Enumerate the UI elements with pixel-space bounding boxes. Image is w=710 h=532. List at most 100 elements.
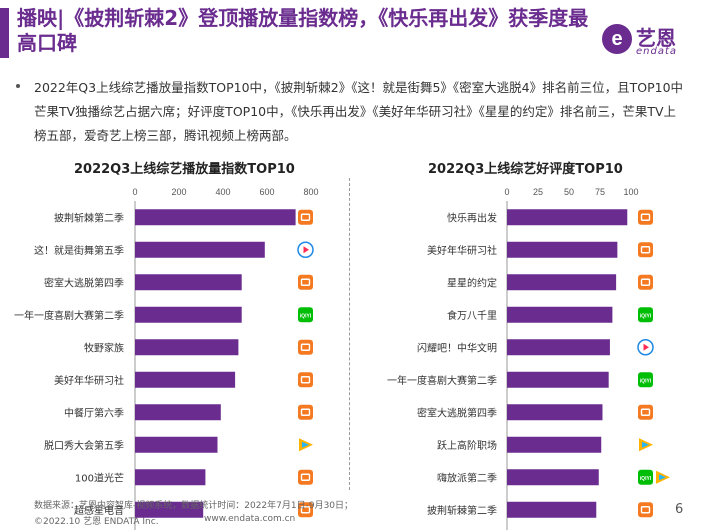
- bar-0-7: [135, 436, 218, 453]
- category-label-0-6: 中餐厅第六季: [64, 406, 124, 419]
- category-label-1-6: 密室大逃脱第四季: [417, 406, 497, 419]
- logo-mark: e: [602, 24, 632, 54]
- category-label-0-9: 超感星电音: [74, 504, 124, 517]
- tick-label-1-1: 25: [533, 187, 543, 197]
- bar-1-4: [507, 339, 610, 356]
- iqiyi-icon: [298, 307, 313, 323]
- bar-0-1: [135, 241, 265, 258]
- youku-icon-glyph: [303, 246, 309, 254]
- bar-1-0: [507, 209, 628, 226]
- mango-tv-icon: [298, 372, 313, 388]
- tick-label-1-0: 0: [504, 187, 509, 197]
- mango-tv-icon: [638, 404, 653, 420]
- category-label-1-7: 跃上高阶职场: [437, 439, 497, 452]
- bar-0-5: [135, 371, 236, 388]
- tick-label-0-1: 200: [171, 187, 186, 197]
- bar-1-3: [507, 306, 613, 323]
- mango-tv-icon: [298, 469, 313, 485]
- mango-tv-icon-glyph: [640, 213, 651, 221]
- page-number: 6: [675, 502, 684, 517]
- iqiyi-icon-label: iQIYI: [640, 313, 652, 319]
- mango-tv-icon: [638, 502, 653, 518]
- iqiyi-icon: [638, 372, 653, 388]
- iqiyi-icon-label: iQIYI: [640, 378, 652, 384]
- category-label-0-7: 脱口秀大会第五季: [44, 439, 124, 452]
- tick-label-0-0: 0: [132, 187, 137, 197]
- bar-0-2: [135, 274, 242, 291]
- tick-label-1-4: 100: [623, 187, 638, 197]
- tick-label-0-2: 400: [215, 187, 230, 197]
- bar-0-4: [135, 339, 239, 356]
- mango-tv-icon: [298, 274, 313, 290]
- logo-cn-text: 艺恩: [636, 26, 676, 50]
- category-label-1-9: 披荆斩棘第二季: [427, 504, 497, 517]
- mango-tv-icon: [298, 502, 313, 518]
- category-label-0-0: 披荆斩棘第二季: [54, 211, 124, 224]
- tick-label-1-2: 50: [564, 187, 574, 197]
- category-label-1-1: 美好年华研习社: [427, 244, 497, 257]
- category-label-0-1: 这！就是街舞第五季: [34, 244, 124, 257]
- bar-1-8: [507, 469, 599, 486]
- bar-1-6: [507, 404, 603, 421]
- iqiyi-icon-label: iQIYI: [300, 313, 312, 319]
- bar-0-0: [135, 209, 296, 226]
- footer-source: 数据来源：艺恩内容智库-视频系统，数据统计时间：2022年7月1日-9月30日；: [34, 501, 354, 511]
- iqiyi-icon-label: iQIYI: [640, 476, 652, 482]
- summary-text: 2022年Q3上线综艺播放量指数TOP10中，《披荆斩棘2》《这！就是街舞5》《…: [34, 80, 684, 143]
- endata-logo: e 艺恩 endata: [598, 14, 698, 60]
- tick-label-0-4: 800: [303, 187, 318, 197]
- mango-tv-icon-glyph: [640, 246, 651, 254]
- bar-0-6: [135, 404, 221, 421]
- mango-tv-icon-glyph: [300, 408, 311, 416]
- mango-tv-icon: [298, 339, 313, 355]
- mango-tv-icon: [638, 209, 653, 225]
- bar-1-7: [507, 436, 602, 453]
- mango-tv-icon-glyph: [300, 473, 311, 481]
- title-accent-bar: [0, 8, 9, 58]
- youku-icon-glyph: [643, 343, 649, 351]
- category-label-0-8: 100道光芒: [75, 471, 124, 484]
- category-label-1-0: 快乐再出发: [447, 211, 497, 224]
- mango-tv-icon: [298, 404, 313, 420]
- page-title: 播映|《披荆斩棘2》登顶播放量指数榜，《快乐再出发》获季度最高口碑: [17, 6, 589, 55]
- mango-tv-icon-glyph: [300, 278, 311, 286]
- bar-1-9: [507, 501, 597, 518]
- iqiyi-icon: [638, 469, 653, 485]
- mango-tv-icon-glyph: [300, 213, 311, 221]
- category-label-1-2: 星星的约定: [447, 276, 497, 289]
- mango-tv-icon-glyph: [640, 408, 651, 416]
- category-label-0-5: 美好年华研习社: [54, 374, 124, 387]
- iqiyi-icon: [638, 307, 653, 323]
- category-label-0-2: 密室大逃脱第四季: [44, 276, 124, 289]
- footer-copyright: ©2022.10 艺恩 ENDATA Inc.: [34, 517, 159, 527]
- bar-1-1: [507, 241, 618, 258]
- tencent-video-icon-glyph: [642, 441, 649, 448]
- mango-tv-icon-glyph: [300, 343, 311, 351]
- chart-divider: [349, 178, 350, 490]
- mango-tv-icon-glyph: [300, 376, 311, 384]
- mango-tv-icon: [638, 242, 653, 258]
- chart-title-rating: 2022Q3上线综艺好评度TOP10: [428, 162, 623, 177]
- tick-label-1-3: 75: [595, 187, 605, 197]
- mango-tv-icon: [298, 209, 313, 225]
- mango-tv-icon-glyph: [300, 506, 311, 514]
- mango-tv-icon-glyph: [640, 506, 651, 514]
- bar-1-2: [507, 274, 617, 291]
- category-label-0-3: 一年一度喜剧大赛第二季: [14, 309, 124, 322]
- category-label-1-4: 闪耀吧！中华文明: [417, 341, 497, 354]
- tick-label-0-3: 600: [259, 187, 274, 197]
- category-label-1-5: 一年一度喜剧大赛第二季: [387, 374, 497, 387]
- bar-0-9: [135, 501, 204, 518]
- bar-1-5: [507, 371, 609, 388]
- category-label-1-3: 食万八千里: [447, 309, 497, 322]
- bar-0-8: [135, 469, 206, 486]
- logo-en-text: endata: [636, 46, 678, 57]
- bullet-dot: [16, 84, 20, 88]
- mango-tv-icon-glyph: [640, 278, 651, 286]
- category-label-1-8: 嗨放派第二季: [437, 471, 497, 484]
- mango-tv-icon: [638, 274, 653, 290]
- bar-0-3: [135, 306, 242, 323]
- tencent-video-icon-glyph: [659, 474, 666, 481]
- tencent-video-icon-glyph: [302, 441, 309, 448]
- category-label-0-4: 牧野家族: [84, 341, 124, 354]
